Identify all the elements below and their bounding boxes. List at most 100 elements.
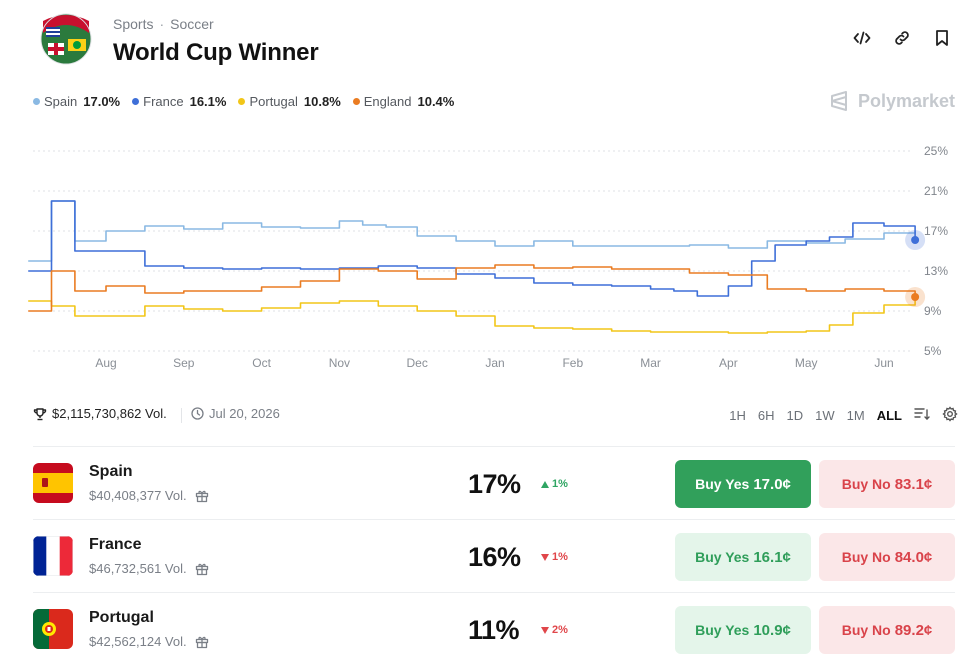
breadcrumb-separator: · (159, 16, 165, 32)
gift-icon[interactable] (195, 562, 209, 576)
market-stats: $2,115,730,862 Vol. Jul 20, 2026 1H 6H 1… (33, 406, 958, 426)
chart-legend: Spain 17.0% France 16.1% Portugal 10.8% … (33, 94, 454, 109)
total-volume: $2,115,730,862 Vol. (33, 406, 167, 421)
buy-yes-button[interactable]: Buy Yes 10.9¢ (675, 606, 811, 654)
page-title: World Cup Winner (113, 39, 319, 66)
buy-no-button[interactable]: Buy No 84.0¢ (819, 533, 955, 581)
outcome-list: Spain $40,408,377 Vol. 17% 1% Buy Yes 17… (33, 446, 955, 659)
outcome-percent: 16% (468, 542, 521, 572)
series-end-dot (911, 293, 920, 301)
event-header: Sports · Soccer World Cup Winner (40, 12, 960, 72)
y-tick-label: 25% (924, 144, 948, 158)
copy-link-button[interactable] (892, 28, 912, 48)
outcome-change-value: 1% (552, 551, 568, 563)
polymarket-watermark: Polymarket (828, 90, 955, 112)
outcome-percent: 17% (468, 469, 521, 499)
legend-value: 10.8% (303, 94, 341, 109)
x-tick-label: Mar (640, 356, 661, 370)
breadcrumb-sports[interactable]: Sports (113, 16, 154, 32)
legend-item-france: France 16.1% (132, 94, 226, 109)
range-1m[interactable]: 1M (846, 408, 865, 423)
buy-no-label: Buy No (841, 476, 891, 492)
time-range-selector: 1H 6H 1D 1W 1M ALL (729, 406, 958, 425)
range-1w[interactable]: 1W (815, 408, 835, 423)
buy-no-button[interactable]: Buy No 89.2¢ (819, 606, 955, 654)
x-tick-label: Jan (485, 356, 504, 370)
outcome-volume: $42,562,124 Vol. (89, 634, 209, 649)
gear-icon (942, 406, 958, 422)
outcome-volume: $40,408,377 Vol. (89, 488, 209, 503)
x-tick-label: Apr (719, 356, 738, 370)
legend-item-spain: Spain 17.0% (33, 94, 120, 109)
end-date-value: Jul 20, 2026 (209, 406, 280, 421)
buy-yes-button[interactable]: Buy Yes 16.1¢ (675, 533, 811, 581)
x-tick-label: Aug (95, 356, 116, 370)
outcome-row-france[interactable]: France $46,732,561 Vol. 16% 1% Buy Yes 1… (33, 519, 955, 592)
breadcrumb-soccer[interactable]: Soccer (170, 16, 214, 32)
legend-item-england: England 10.4% (352, 94, 455, 109)
buy-yes-price: 10.9¢ (753, 621, 791, 639)
legend-dot (132, 98, 140, 105)
legend-value: 16.1% (189, 94, 227, 109)
series-end-dot (911, 236, 920, 244)
x-tick-label: Oct (252, 356, 271, 370)
outcome-volume-value: $40,408,377 Vol. (89, 488, 187, 503)
buy-no-button[interactable]: Buy No 83.1¢ (819, 460, 955, 508)
range-all[interactable]: ALL (876, 408, 902, 423)
polymarket-logo-icon (830, 91, 847, 111)
range-1h[interactable]: 1H (729, 408, 746, 423)
outcome-change: 1% (541, 551, 568, 563)
legend-value: 10.4% (417, 94, 455, 109)
link-icon (895, 31, 909, 45)
x-tick-label: Feb (562, 356, 583, 370)
y-tick-label: 21% (924, 184, 948, 198)
bookmark-button[interactable] (932, 28, 952, 48)
outcome-name: Portugal (89, 609, 154, 626)
code-icon (853, 31, 871, 45)
range-6h[interactable]: 6H (757, 408, 775, 423)
outcome-row-spain[interactable]: Spain $40,408,377 Vol. 17% 1% Buy Yes 17… (33, 446, 955, 519)
legend-dot (238, 98, 246, 105)
series-line-france (28, 200, 916, 297)
triangle-down-icon (541, 626, 549, 634)
buy-yes-label: Buy Yes (695, 476, 750, 492)
total-volume-value: $2,115,730,862 Vol. (52, 406, 167, 421)
sort-icon (914, 408, 930, 420)
x-tick-label: May (795, 356, 818, 370)
series-line-portugal (28, 293, 916, 334)
gift-icon[interactable] (195, 489, 209, 503)
x-tick-label: Dec (407, 356, 428, 370)
outcome-volume-value: $42,562,124 Vol. (89, 634, 187, 649)
outcome-change: 1% (541, 478, 568, 490)
legend-dot (352, 98, 360, 105)
legend-name: Spain (44, 94, 78, 109)
buy-yes-price: 16.1¢ (753, 548, 791, 566)
buy-yes-label: Buy Yes (695, 622, 750, 638)
y-tick-label: 17% (924, 224, 948, 238)
buy-no-price: 89.2¢ (894, 621, 933, 639)
chart-lines (28, 200, 926, 334)
chart-settings-button[interactable] (942, 406, 958, 425)
gift-icon[interactable] (195, 635, 209, 649)
header-actions (852, 28, 952, 48)
buy-no-price: 83.1¢ (894, 475, 933, 493)
breadcrumb: Sports · Soccer (113, 16, 214, 32)
y-tick-label: 5% (924, 344, 942, 358)
legend-value: 17.0% (83, 94, 121, 109)
range-1d[interactable]: 1D (786, 408, 804, 423)
price-chart[interactable]: Aug Sep Oct Nov Dec Jan Feb Mar Apr May Jun 25% 21%… (0, 130, 973, 380)
outcome-row-portugal[interactable]: Portugal $42,562,124 Vol. 11% 2% Buy Yes… (33, 592, 955, 659)
series-line-england (28, 264, 916, 312)
y-tick-label: 9% (924, 304, 942, 318)
brand-name: Polymarket (857, 90, 955, 111)
outcome-change-value: 2% (552, 624, 568, 636)
embed-button[interactable] (852, 28, 872, 48)
chart-y-axis: 25% 21% 17% 13% 9% 5% (924, 144, 948, 358)
buy-yes-button[interactable]: Buy Yes 17.0¢ (675, 460, 811, 508)
buy-no-label: Buy No (841, 622, 891, 638)
clock-icon (191, 407, 204, 420)
outcome-volume-value: $46,732,561 Vol. (89, 561, 187, 576)
sort-button[interactable] (914, 407, 930, 424)
france-flag-icon (33, 536, 73, 576)
outcome-change-value: 1% (552, 478, 568, 490)
